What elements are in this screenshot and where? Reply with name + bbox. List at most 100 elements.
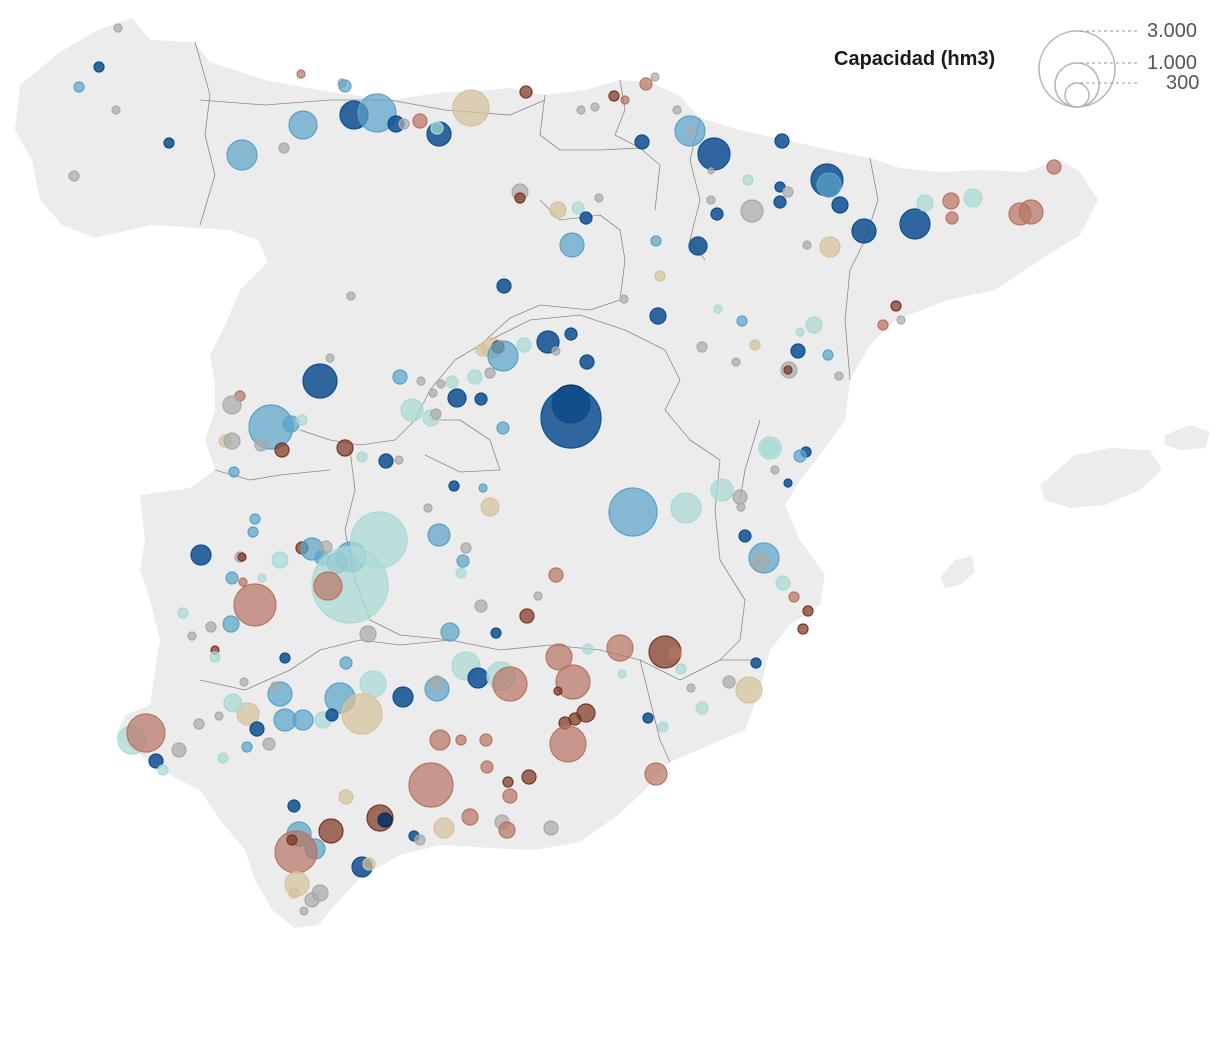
reservoir-bubble[interactable] — [480, 497, 500, 517]
reservoir-bubble[interactable] — [479, 733, 493, 747]
reservoir-bubble[interactable] — [802, 605, 814, 617]
reservoir-bubble[interactable] — [576, 105, 586, 115]
reservoir-bubble[interactable] — [713, 304, 723, 314]
reservoir-bubble[interactable] — [318, 818, 344, 844]
reservoir-bubble[interactable] — [608, 487, 658, 537]
reservoir-bubble[interactable] — [731, 357, 741, 367]
reservoir-bubble[interactable] — [427, 523, 451, 547]
reservoir-bubble[interactable] — [761, 439, 779, 457]
reservoir-bubble[interactable] — [377, 812, 393, 828]
reservoir-bubble[interactable] — [735, 676, 763, 704]
reservoir-bubble[interactable] — [502, 788, 518, 804]
reservoir-bubble[interactable] — [736, 315, 748, 327]
reservoir-bubble[interactable] — [774, 133, 790, 149]
reservoir-bubble[interactable] — [634, 134, 650, 150]
reservoir-bubble[interactable] — [247, 526, 259, 538]
reservoir-bubble[interactable] — [416, 376, 426, 386]
reservoir-bubble[interactable] — [543, 820, 559, 836]
reservoir-bubble[interactable] — [582, 643, 594, 655]
reservoir-bubble[interactable] — [311, 546, 389, 624]
reservoir-bubble[interactable] — [1018, 199, 1044, 225]
reservoir-bubble[interactable] — [790, 343, 806, 359]
reservoir-bubble[interactable] — [177, 607, 189, 619]
reservoir-bubble[interactable] — [551, 346, 561, 356]
reservoir-bubble[interactable] — [313, 571, 343, 601]
reservoir-bubble[interactable] — [644, 762, 668, 786]
reservoir-bubble[interactable] — [249, 513, 261, 525]
reservoir-bubble[interactable] — [707, 167, 715, 175]
reservoir-bubble[interactable] — [675, 663, 687, 675]
reservoir-bubble[interactable] — [770, 465, 780, 475]
reservoir-bubble[interactable] — [697, 137, 731, 171]
reservoir-bubble[interactable] — [236, 702, 260, 726]
reservoir-bubble[interactable] — [412, 113, 428, 129]
reservoir-bubble[interactable] — [773, 195, 787, 209]
reservoir-bubble[interactable] — [590, 102, 600, 112]
reservoir-bubble[interactable] — [555, 664, 591, 700]
reservoir-bubble[interactable] — [362, 857, 376, 871]
reservoir-bubble[interactable] — [608, 90, 620, 102]
reservoir-bubble[interactable] — [467, 369, 483, 385]
reservoir-bubble[interactable] — [579, 211, 593, 225]
reservoir-bubble[interactable] — [797, 623, 809, 635]
reservoir-bubble[interactable] — [492, 666, 528, 702]
reservoir-bubble[interactable] — [262, 737, 276, 751]
reservoir-bubble[interactable] — [223, 432, 241, 450]
reservoir-bubble[interactable] — [478, 483, 488, 493]
reservoir-bubble[interactable] — [783, 365, 793, 375]
reservoir-bubble[interactable] — [788, 591, 800, 603]
reservoir-bubble[interactable] — [430, 408, 442, 420]
reservoir-bubble[interactable] — [187, 631, 197, 641]
reservoir-bubble[interactable] — [654, 270, 666, 282]
reservoir-bubble[interactable] — [1046, 159, 1062, 175]
reservoir-bubble[interactable] — [270, 681, 280, 691]
reservoir-bubble[interactable] — [533, 591, 543, 601]
reservoir-bubble[interactable] — [225, 571, 239, 585]
reservoir-bubble[interactable] — [398, 118, 410, 130]
reservoir-bubble[interactable] — [217, 752, 229, 764]
reservoir-bubble[interactable] — [831, 196, 849, 214]
reservoir-bubble[interactable] — [706, 195, 716, 205]
reservoir-bubble[interactable] — [749, 339, 761, 351]
reservoir-bubble[interactable] — [346, 291, 356, 301]
reservoir-bubble[interactable] — [686, 126, 696, 136]
reservoir-bubble[interactable] — [126, 713, 166, 753]
reservoir-bubble[interactable] — [896, 315, 906, 325]
reservoir-bubble[interactable] — [649, 307, 667, 325]
reservoir-bubble[interactable] — [774, 181, 786, 193]
reservoir-bubble[interactable] — [942, 192, 960, 210]
reservoir-bubble[interactable] — [400, 398, 424, 422]
reservoir-bubble[interactable] — [695, 701, 709, 715]
reservoir-bubble[interactable] — [639, 77, 653, 91]
reservoir-bubble[interactable] — [467, 667, 489, 689]
reservoir-bubble[interactable] — [783, 478, 793, 488]
reservoir-bubble[interactable] — [816, 172, 842, 198]
reservoir-bubble[interactable] — [793, 449, 807, 463]
reservoir-bubble[interactable] — [296, 69, 306, 79]
reservoir-bubble[interactable] — [696, 341, 708, 353]
reservoir-bubble[interactable] — [805, 316, 823, 334]
reservoir-bubble[interactable] — [359, 670, 387, 698]
reservoir-bubble[interactable] — [228, 466, 240, 478]
reservoir-bubble[interactable] — [429, 729, 451, 751]
reservoir-bubble[interactable] — [890, 300, 902, 312]
reservoir-bubble[interactable] — [455, 567, 467, 579]
reservoir-bubble[interactable] — [710, 207, 724, 221]
reservoir-bubble[interactable] — [433, 817, 455, 839]
reservoir-bubble[interactable] — [738, 529, 752, 543]
reservoir-bubble[interactable] — [249, 721, 265, 737]
reservoir-bubble[interactable] — [233, 583, 277, 627]
reservoir-bubble[interactable] — [304, 892, 320, 908]
reservoir-bubble[interactable] — [834, 371, 844, 381]
reservoir-bubble[interactable] — [440, 622, 460, 642]
reservoir-bubble[interactable] — [163, 137, 175, 149]
reservoir-bubble[interactable] — [460, 542, 472, 554]
reservoir-bubble[interactable] — [209, 651, 221, 663]
reservoir-bubble[interactable] — [877, 319, 889, 331]
reservoir-bubble[interactable] — [617, 669, 627, 679]
reservoir-bubble[interactable] — [540, 387, 602, 449]
reservoir-bubble[interactable] — [325, 708, 339, 722]
reservoir-bubble[interactable] — [190, 544, 212, 566]
reservoir-bubble[interactable] — [171, 742, 187, 758]
reservoir-bubble[interactable] — [670, 492, 702, 524]
